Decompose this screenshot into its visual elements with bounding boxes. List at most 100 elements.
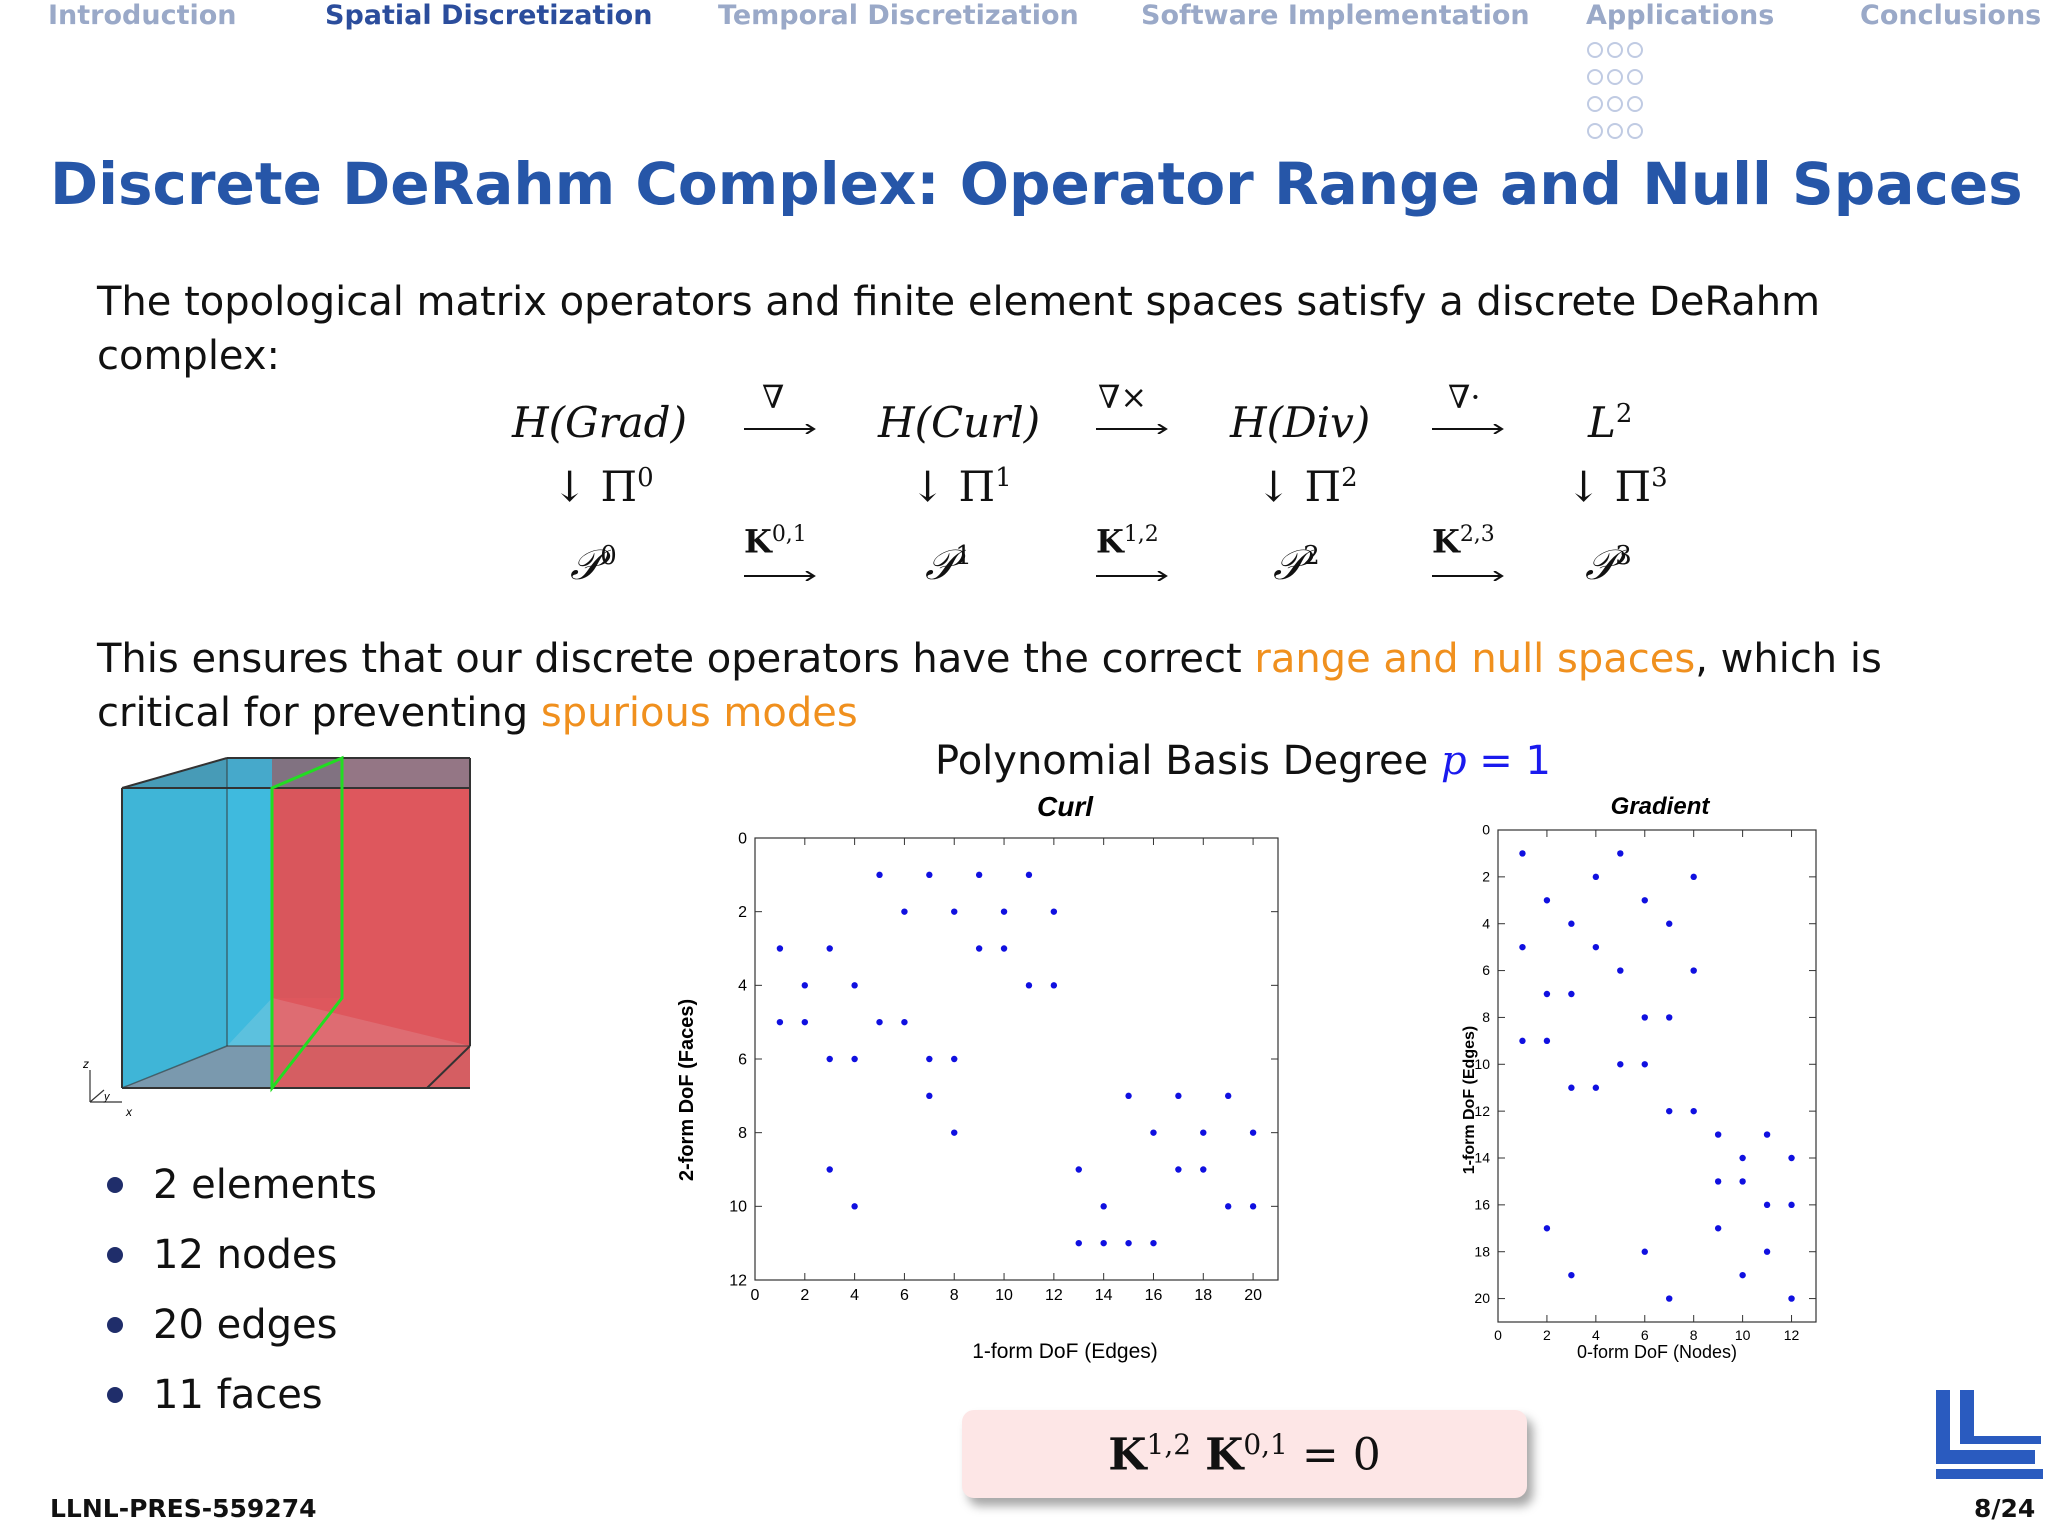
- nav-item-spatial-discretization[interactable]: Spatial Discretization: [325, 0, 653, 31]
- top-arrow-icon: [744, 424, 816, 434]
- x-tick-label: 6: [900, 1287, 909, 1304]
- data-point: [876, 1018, 883, 1026]
- projection-pi2: ↓ Π2: [1256, 462, 1358, 511]
- nav-item-temporal-discretization[interactable]: Temporal Discretization: [718, 0, 1079, 31]
- data-point: [1075, 1239, 1082, 1247]
- y-tick-label: 20: [1474, 1290, 1490, 1306]
- x-tick-label: 10: [1735, 1327, 1751, 1343]
- footer-document-id: LLNL-PRES-559274: [50, 1494, 317, 1523]
- chart-title: Gradient: [1611, 793, 1711, 820]
- data-point: [826, 945, 833, 952]
- data-point: [1641, 897, 1648, 904]
- data-point: [975, 871, 983, 879]
- k01-label: K0,1: [744, 522, 807, 561]
- y-tick-label: 4: [738, 978, 747, 995]
- axis-label-z: z: [82, 1057, 89, 1071]
- x-tick-label: 4: [850, 1287, 859, 1304]
- bottom-arrow-icon: [1432, 571, 1504, 581]
- data-point: [1050, 908, 1058, 915]
- data-point: [1100, 1203, 1107, 1210]
- x-tick-label: 2: [800, 1287, 809, 1304]
- data-point: [901, 908, 908, 915]
- space-h-grad: H(Grad): [512, 398, 687, 447]
- plot-frame: [1497, 829, 1817, 1323]
- divergence-operator-label: ∇·: [1448, 378, 1481, 416]
- axis-label-y: y: [103, 1091, 111, 1103]
- projection-pi0: ↓ Π0: [552, 462, 654, 511]
- data-point: [1690, 873, 1697, 881]
- data-point: [851, 1203, 858, 1210]
- x-tick-label: 20: [1244, 1287, 1262, 1304]
- y-tick-label: 0: [738, 830, 747, 847]
- data-point: [1568, 920, 1575, 927]
- data-point: [1025, 982, 1033, 989]
- llnl-logo: [1936, 1390, 2043, 1479]
- data-point: [926, 871, 933, 879]
- progress-dot[interactable]: [1627, 42, 1643, 58]
- gradient-operator-label: ∇: [762, 378, 785, 416]
- x-tick-label: 0: [751, 1287, 760, 1304]
- progress-dot[interactable]: [1627, 123, 1643, 139]
- data-point: [1714, 1131, 1722, 1138]
- data-point: [1666, 1295, 1673, 1302]
- curl-operator-label: ∇×: [1098, 378, 1148, 416]
- progress-dot[interactable]: [1607, 69, 1623, 85]
- progress-dot[interactable]: [1607, 123, 1623, 139]
- data-point: [1592, 873, 1600, 881]
- progress-dot[interactable]: [1587, 123, 1603, 139]
- top-arrow-icon: [1096, 424, 1168, 434]
- slide-title: Discrete DeRahm Complex: Operator Range …: [50, 150, 2023, 218]
- x-tick-label: 6: [1641, 1327, 1649, 1343]
- progress-dot[interactable]: [1587, 42, 1603, 58]
- progress-dot[interactable]: [1607, 96, 1623, 112]
- x-tick-label: 8: [950, 1287, 959, 1304]
- nav-item-introduction[interactable]: Introduction: [48, 0, 237, 31]
- data-point: [951, 1129, 958, 1136]
- data-point: [1519, 850, 1526, 857]
- top-arrow-icon: [1432, 424, 1504, 434]
- data-point: [1763, 1248, 1771, 1255]
- data-point: [1666, 1107, 1673, 1115]
- data-point: [1641, 1061, 1648, 1068]
- y-tick-label: 18: [1474, 1243, 1490, 1259]
- nav-item-conclusions[interactable]: Conclusions: [1860, 0, 2042, 31]
- progress-dot[interactable]: [1627, 69, 1643, 85]
- x-tick-label: 14: [1095, 1287, 1113, 1304]
- x-tick-label: 16: [1145, 1287, 1163, 1304]
- progress-dot[interactable]: [1627, 96, 1643, 112]
- data-point: [1050, 982, 1058, 989]
- data-point: [1224, 1203, 1232, 1210]
- y-tick-label: 6: [738, 1051, 747, 1068]
- data-point: [1617, 1061, 1624, 1068]
- data-point: [1000, 945, 1008, 952]
- data-point: [851, 982, 858, 989]
- data-point: [1763, 1131, 1771, 1138]
- progress-dot[interactable]: [1587, 96, 1603, 112]
- y-tick-label: 0: [1482, 822, 1490, 838]
- data-point: [1666, 1014, 1673, 1021]
- bottom-arrow-icon: [744, 571, 816, 581]
- data-point: [1175, 1092, 1182, 1100]
- data-point: [801, 1018, 809, 1026]
- list-item: 11 faces: [105, 1365, 377, 1435]
- y-tick-label: 12: [729, 1272, 747, 1289]
- data-point: [1100, 1239, 1107, 1247]
- progress-dot[interactable]: [1587, 69, 1603, 85]
- plot-frame: [754, 837, 1279, 1281]
- data-point: [1617, 850, 1624, 857]
- data-point: [1641, 1248, 1648, 1255]
- gradient-sparsity-chart: Gradient 0 2 4 6 8 10 12 0 2 4 6 8 10 12 14 16 18 20 0-fo…: [1461, 793, 1817, 1362]
- nav-item-applications[interactable]: Applications: [1586, 0, 1775, 31]
- space-p0: 𝒫0: [570, 540, 617, 589]
- x-tick-label: 18: [1194, 1287, 1212, 1304]
- data-point: [1519, 1037, 1526, 1045]
- y-tick-label: 4: [1482, 915, 1490, 931]
- bottom-arrow-icon: [1096, 571, 1168, 581]
- highlight-spurious-modes: spurious modes: [540, 690, 858, 736]
- x-tick-label: 12: [1784, 1327, 1800, 1343]
- section-nav: Introduction Spatial Discretization Temp…: [0, 0, 2048, 40]
- nav-item-software-implementation[interactable]: Software Implementation: [1141, 0, 1530, 31]
- data-point: [1000, 908, 1008, 915]
- progress-dot[interactable]: [1607, 42, 1623, 58]
- y-tick-label: 6: [1482, 962, 1490, 978]
